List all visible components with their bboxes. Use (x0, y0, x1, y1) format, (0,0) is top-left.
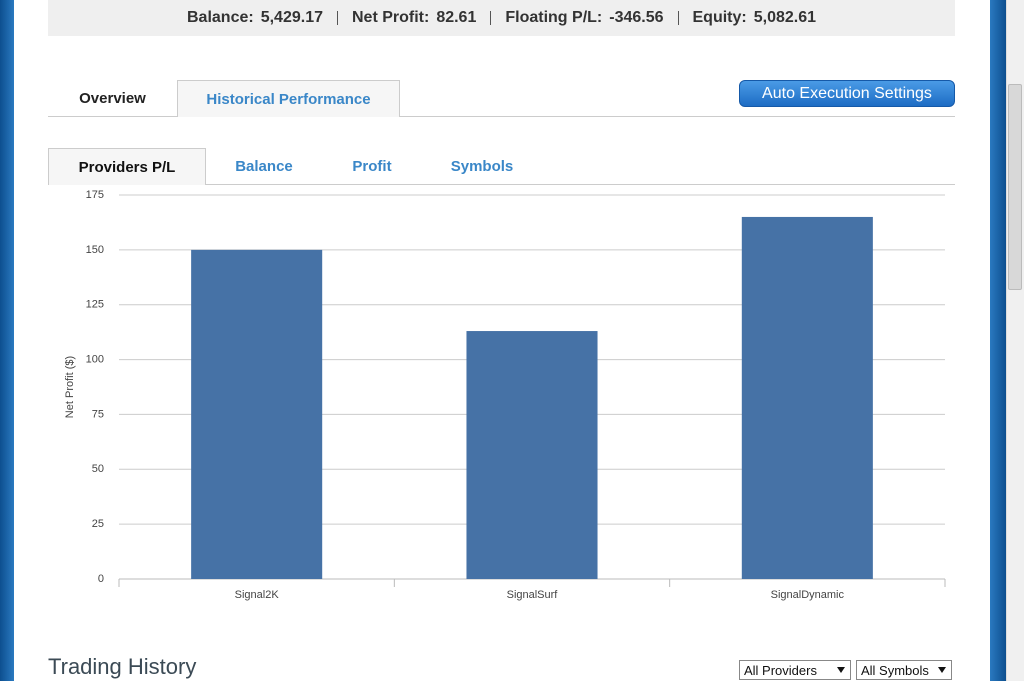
stat-value: 5,082.61 (753, 9, 816, 26)
subtab-divider (48, 184, 955, 185)
y-axis-label: Net Profit ($) (64, 356, 76, 418)
window-edge (990, 0, 1006, 681)
bar (191, 249, 323, 579)
account-summary: Balance: 5,429.17 Net Profit: 82.61 Floating… (48, 0, 955, 36)
stat: Floating P/L: -346.56 (505, 9, 663, 27)
x-tick-label: Signal2K (235, 589, 280, 601)
filter-select[interactable]: All Symbols (856, 660, 952, 680)
stat-value: 5,429.17 (260, 9, 323, 26)
separator (490, 11, 492, 25)
y-tick-label: 100 (86, 353, 104, 365)
subtab[interactable]: Symbols (450, 157, 514, 175)
stat: Balance: 5,429.17 (187, 9, 323, 27)
chart: 0 25 50 75 100 125 150 175 Net Profit ($) Signal2… (64, 189, 946, 601)
y-tick-label: 125 (86, 299, 104, 311)
stat: Equity: 5,082.61 (693, 9, 817, 27)
separator (677, 11, 679, 25)
tab[interactable]: Historical Performance (177, 80, 400, 117)
stat-label: Net Profit: (351, 9, 430, 26)
x-tick-label: SignalSurf (507, 589, 559, 601)
y-tick-label: 150 (86, 244, 104, 256)
x-tick-label: SignalDynamic (771, 589, 845, 601)
subtab[interactable]: Balance (235, 157, 293, 175)
auto-execution-button[interactable]: Auto Execution Settings (739, 80, 955, 107)
filter-select[interactable]: All Providers (739, 660, 851, 680)
subtab[interactable]: Providers P/L (48, 148, 206, 185)
section-title: Trading History (48, 654, 197, 679)
stat-value: -346.56 (609, 9, 664, 26)
bar (741, 216, 873, 579)
bar (466, 331, 598, 579)
tab[interactable]: Overview (79, 89, 146, 107)
stat-value: 82.61 (436, 9, 477, 26)
stat-label: Equity: (692, 9, 747, 26)
y-tick-label: 175 (86, 189, 104, 201)
stat: Net Profit: 82.61 (352, 9, 476, 27)
separator (336, 11, 338, 25)
y-tick-label: 25 (92, 518, 104, 530)
stat-label: Balance: (187, 9, 254, 26)
window-edge (0, 0, 14, 681)
subtab[interactable]: Profit (352, 157, 392, 175)
stat-label: Floating P/L: (505, 9, 603, 26)
tab-divider (48, 116, 955, 117)
scroll-thumb[interactable] (1008, 84, 1022, 290)
y-tick-label: 75 (92, 408, 104, 420)
y-tick-label: 0 (98, 573, 104, 585)
y-tick-label: 50 (92, 463, 104, 475)
